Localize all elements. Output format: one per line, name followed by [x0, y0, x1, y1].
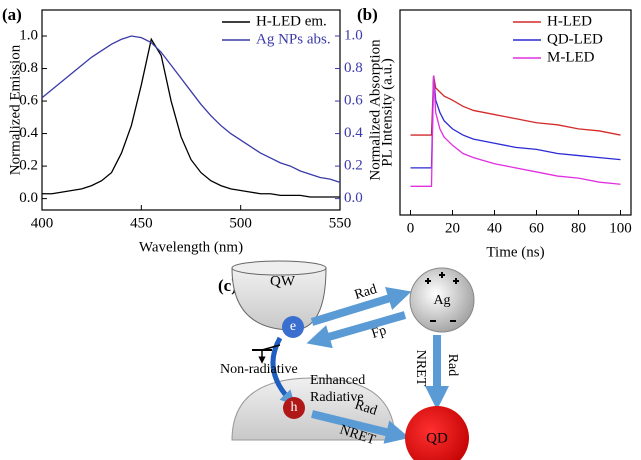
- x-axis-label: Wavelength (nm): [139, 239, 243, 255]
- legend-label: M-LED: [547, 49, 595, 65]
- quantum-well-top: [231, 260, 327, 276]
- y2-tick-label: 0.0: [344, 190, 363, 206]
- legend-label: H-LED em.: [256, 13, 327, 29]
- qd-label: QD: [426, 430, 448, 446]
- x-tick-label: 60: [529, 220, 544, 236]
- hole-label: h: [291, 400, 298, 415]
- x-tick-label: 450: [130, 215, 153, 231]
- y2-tick-label: 0.6: [344, 92, 363, 108]
- electron: [282, 316, 304, 338]
- y2-tick-label: 0.2: [344, 158, 363, 174]
- series-line: [410, 75, 621, 136]
- series-line: [42, 37, 340, 198]
- y-tick-label: 1.0: [19, 27, 38, 43]
- series-line: [41, 35, 341, 183]
- x-tick-label: 80: [571, 220, 586, 236]
- panel-label: (b): [357, 5, 378, 24]
- x-tick-label: 550: [329, 215, 352, 231]
- panel-label: (a): [2, 5, 22, 24]
- y-tick-label: 0.0: [19, 190, 38, 206]
- rad-label: Rad: [353, 282, 379, 303]
- electron-label: e: [290, 319, 296, 334]
- x-tick-label: 0: [407, 220, 415, 236]
- y-tick-label: 0.8: [19, 60, 38, 76]
- y-tick-label: 0.2: [19, 158, 38, 174]
- y2-axis-label: Normalized Absorption: [367, 39, 383, 181]
- fp-label: Fp: [370, 323, 389, 342]
- x-tick-label: 500: [229, 215, 252, 231]
- x-tick-label: 400: [31, 215, 54, 231]
- rad-qd-label: Rad: [353, 398, 379, 419]
- charges: [425, 272, 459, 322]
- series-line: [410, 75, 621, 169]
- diagram: (c) QW e h Non-radiative Enhanced Radiat…: [218, 260, 475, 460]
- fp-arrow: [306, 311, 407, 349]
- legend-label: H-LED: [547, 13, 592, 29]
- y2-tick-label: 0.8: [344, 60, 363, 76]
- nret-arrow: [311, 410, 410, 444]
- panel-label: (c): [218, 276, 237, 295]
- legend-label: QD-LED: [547, 31, 603, 47]
- non-radiative-label: Non-radiative: [220, 362, 298, 377]
- y-axis-label: PL Intensity (a.u.): [379, 58, 395, 167]
- y-axis-label: Normalized Emission: [7, 44, 23, 175]
- y-tick-label: 0.6: [19, 92, 38, 108]
- ag-nret-label: NRET: [413, 350, 428, 387]
- y2-tick-label: 1.0: [344, 27, 363, 43]
- hole: [283, 397, 305, 419]
- recombination-arrow: [270, 336, 296, 406]
- x-tick-label: 40: [487, 220, 502, 236]
- qw-label: QW: [270, 273, 296, 289]
- y-tick-label: 0.4: [19, 125, 38, 141]
- enhanced-label: Enhanced: [310, 373, 365, 388]
- plot-frame: [41, 9, 341, 211]
- ag-rad-label: Rad: [445, 354, 460, 377]
- series-line: [410, 75, 621, 187]
- legend-label: Ag NPs abs.: [256, 31, 331, 47]
- quantum-dot: [405, 406, 469, 460]
- ag-label: Ag: [433, 293, 450, 308]
- rad-arrow: [310, 287, 412, 326]
- y2-tick-label: 0.4: [344, 125, 363, 141]
- plot-frame: [399, 9, 632, 216]
- ag-particle: [409, 267, 475, 333]
- x-tick-label: 100: [609, 220, 632, 236]
- x-axis-label: Time (ns): [486, 244, 544, 260]
- x-tick-label: 20: [445, 220, 460, 236]
- radiative-label: Radiative: [310, 390, 364, 405]
